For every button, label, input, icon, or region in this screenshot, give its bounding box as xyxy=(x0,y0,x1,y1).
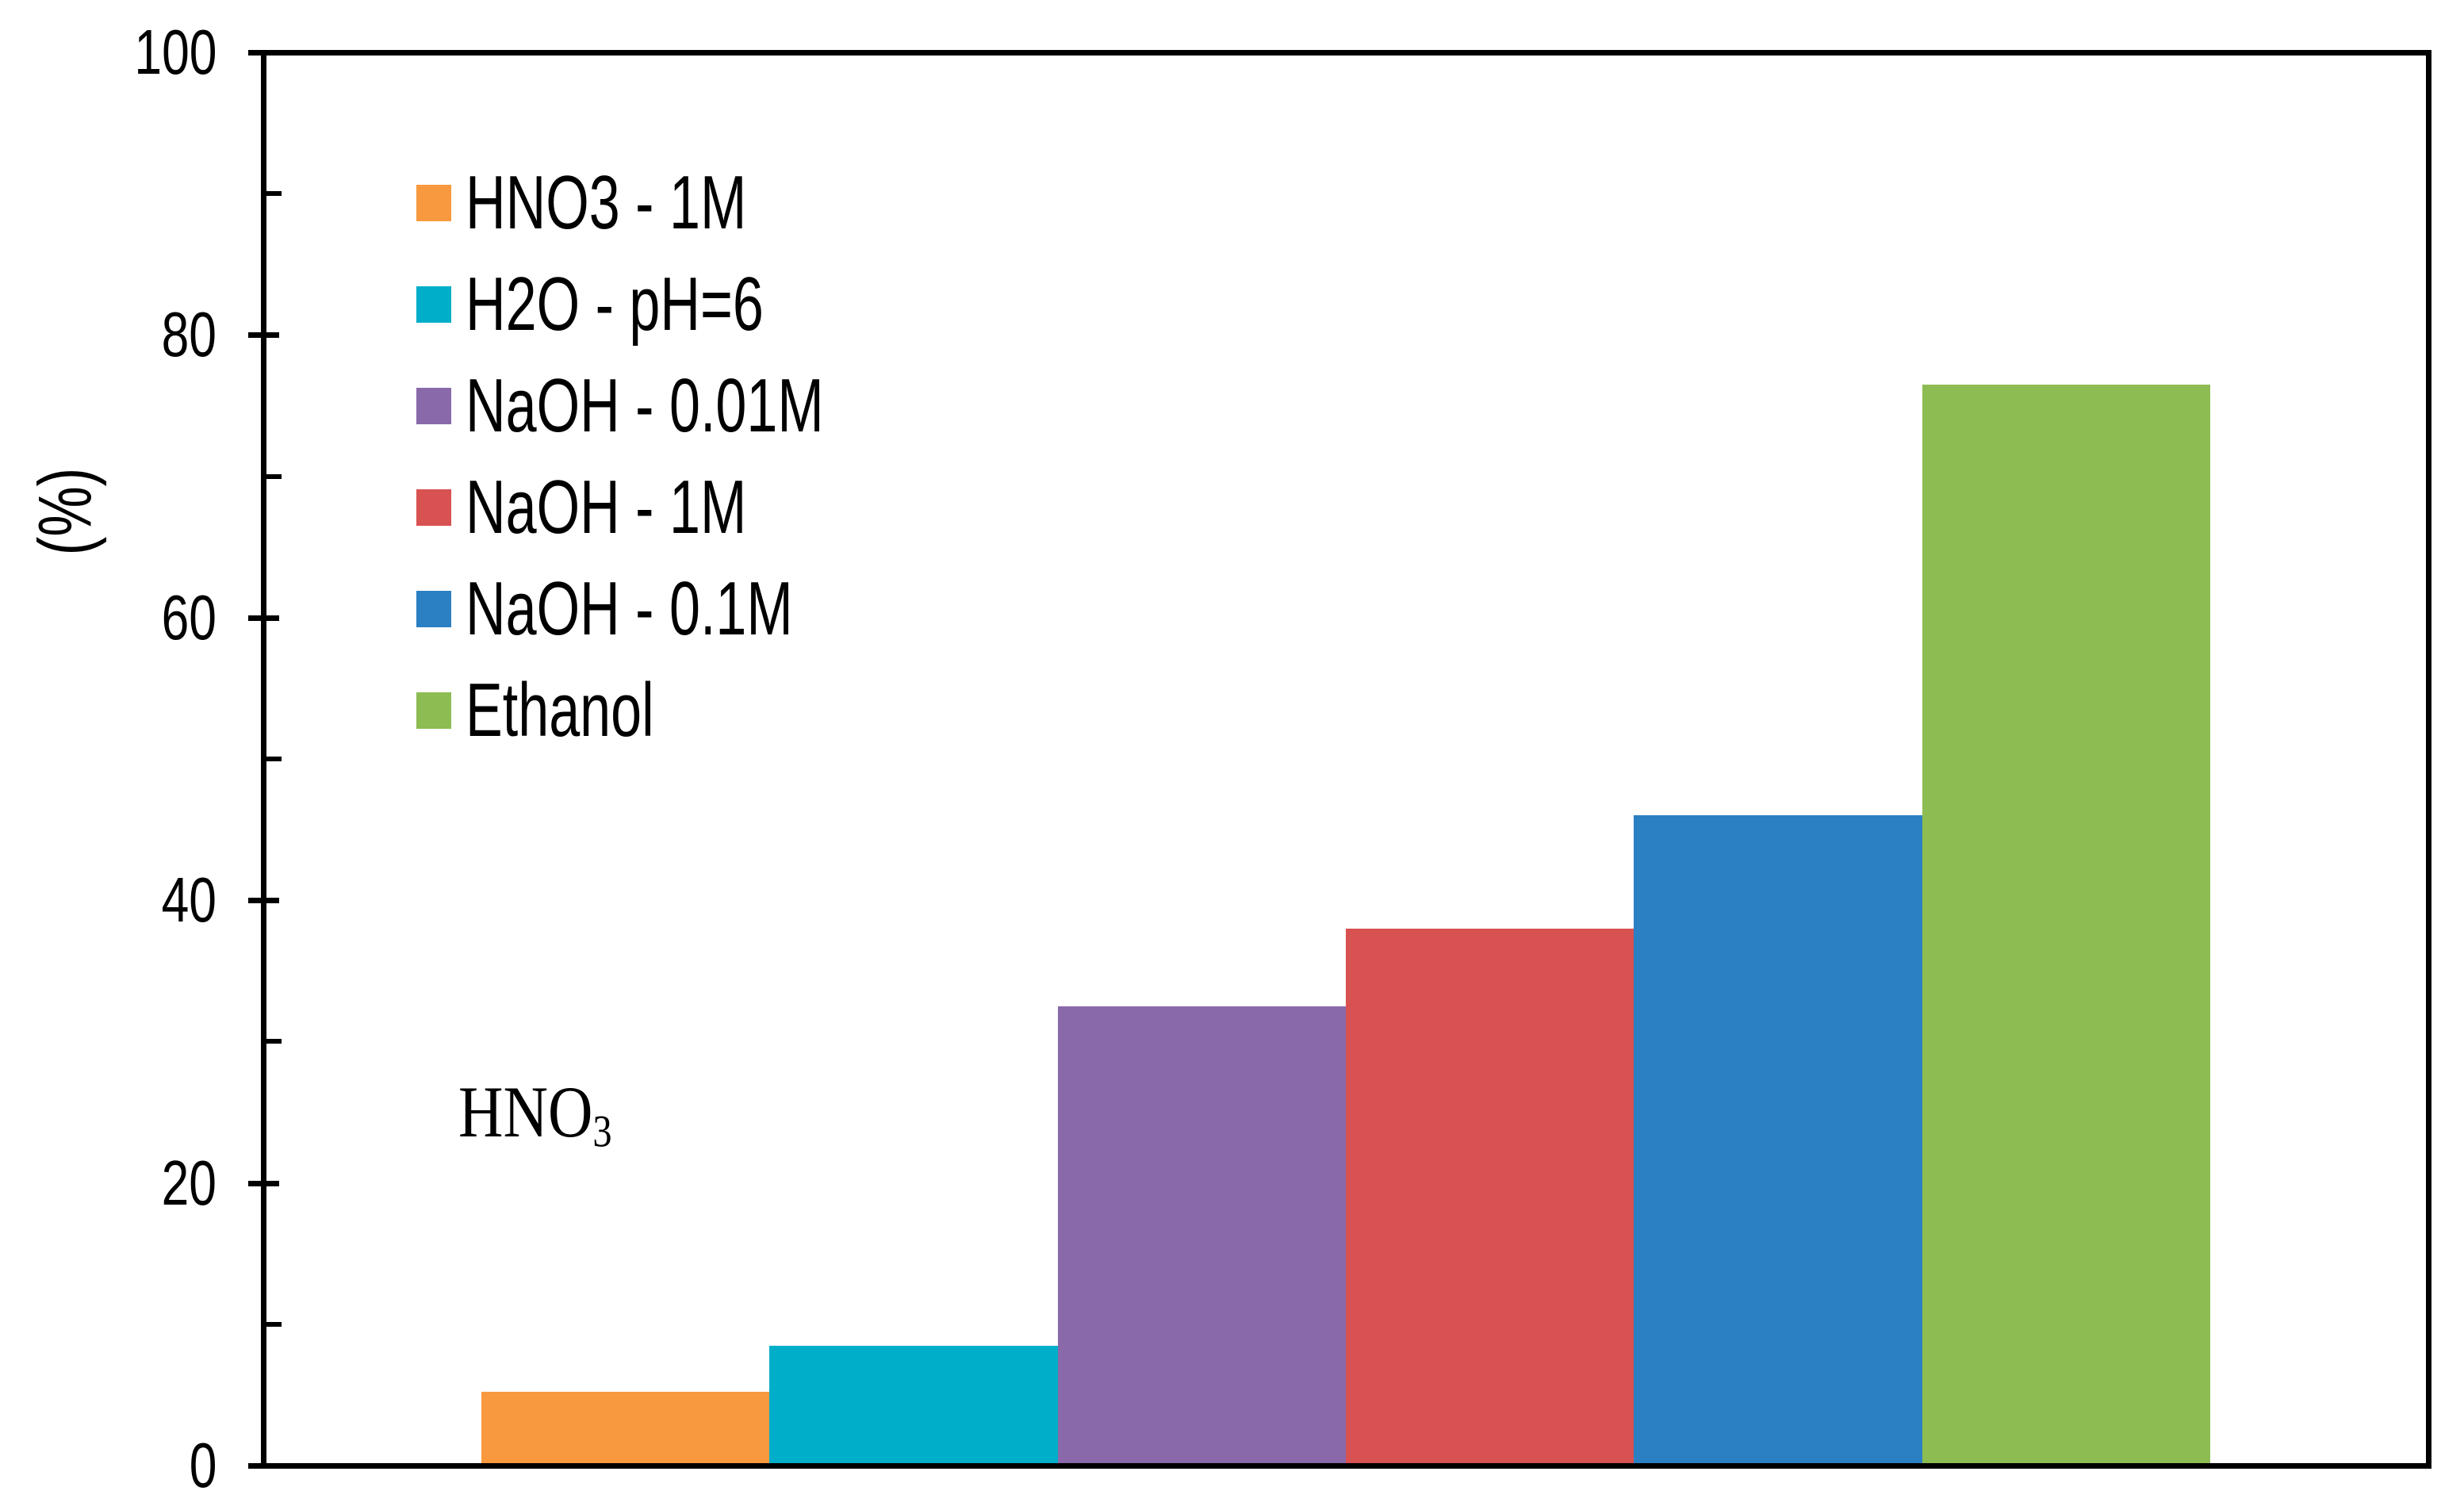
y-tick-label-80: 80 xyxy=(24,303,217,366)
y-tick-major-80 xyxy=(248,332,279,338)
y-tick-label-0: 0 xyxy=(24,1434,217,1497)
y-axis-title: (%) xyxy=(23,467,108,556)
annotation-subscript: 3 xyxy=(592,1106,612,1157)
legend-item-hno3-1m: HNO3 - 1M xyxy=(416,153,850,253)
legend-label-naoh-0-01m: NaOH - 0.01M xyxy=(466,363,824,448)
legend-label-h2o-ph-6: H2O - pH=6 xyxy=(466,262,764,347)
legend-item-h2o-ph-6: H2O - pH=6 xyxy=(416,255,874,354)
legend-label-naoh-0-1m: NaOH - 0.1M xyxy=(466,566,793,651)
legend-swatch-h2o-ph-6 xyxy=(416,286,451,323)
y-tick-label-text: 0 xyxy=(189,1430,217,1500)
y-tick-minor-10 xyxy=(266,1322,282,1327)
legend-swatch-naoh-0-01m xyxy=(416,388,451,424)
legend-swatch-ethanol xyxy=(416,692,451,729)
y-tick-minor-50 xyxy=(266,757,282,761)
y-tick-label-text: 100 xyxy=(133,17,217,87)
legend-label-naoh-1m: NaOH - 1M xyxy=(466,465,747,550)
legend-swatch-naoh-0-1m xyxy=(416,591,451,627)
y-tick-major-100 xyxy=(248,50,279,56)
y-tick-label-20: 20 xyxy=(24,1151,217,1215)
legend-swatch-hno3-1m xyxy=(416,185,451,221)
annotation-hno3: HNO3 xyxy=(458,1075,639,1169)
bar-naoh-0-01m xyxy=(1058,1006,1346,1463)
y-tick-label-text: 20 xyxy=(161,1148,217,1218)
legend-label-ethanol: Ethanol xyxy=(466,668,654,753)
bar-hno3-1m xyxy=(481,1392,769,1463)
y-tick-major-60 xyxy=(248,615,279,621)
y-tick-label-text: 40 xyxy=(161,864,217,935)
legend-item-naoh-0-01m: NaOH - 0.01M xyxy=(416,356,956,456)
legend-item-naoh-0-1m: NaOH - 0.1M xyxy=(416,559,914,659)
plot-area xyxy=(261,50,2431,1469)
y-tick-label-40: 40 xyxy=(24,868,217,932)
y-tick-minor-70 xyxy=(266,474,282,479)
y-tick-major-0 xyxy=(248,1463,279,1469)
y-tick-minor-30 xyxy=(266,1039,282,1044)
y-tick-major-40 xyxy=(248,898,279,903)
y-tick-major-20 xyxy=(248,1181,279,1186)
annotation-base: HNO xyxy=(458,1071,593,1152)
y-tick-label-100: 100 xyxy=(24,21,217,84)
y-tick-minor-90 xyxy=(266,191,282,196)
bar-naoh-1m xyxy=(1346,929,1634,1463)
legend-swatch-naoh-1m xyxy=(416,489,451,526)
y-tick-label-60: 60 xyxy=(24,586,217,649)
bar-ethanol xyxy=(1922,385,2210,1463)
bar-h2o-ph-6 xyxy=(769,1346,1058,1463)
legend-item-naoh-1m: NaOH - 1M xyxy=(416,458,850,558)
y-tick-label-text: 60 xyxy=(161,582,217,653)
y-tick-label-text: 80 xyxy=(161,299,217,370)
legend-item-ethanol: Ethanol xyxy=(416,661,724,761)
bar-naoh-0-1m xyxy=(1634,815,1922,1463)
legend-label-hno3-1m: HNO3 - 1M xyxy=(466,160,747,245)
